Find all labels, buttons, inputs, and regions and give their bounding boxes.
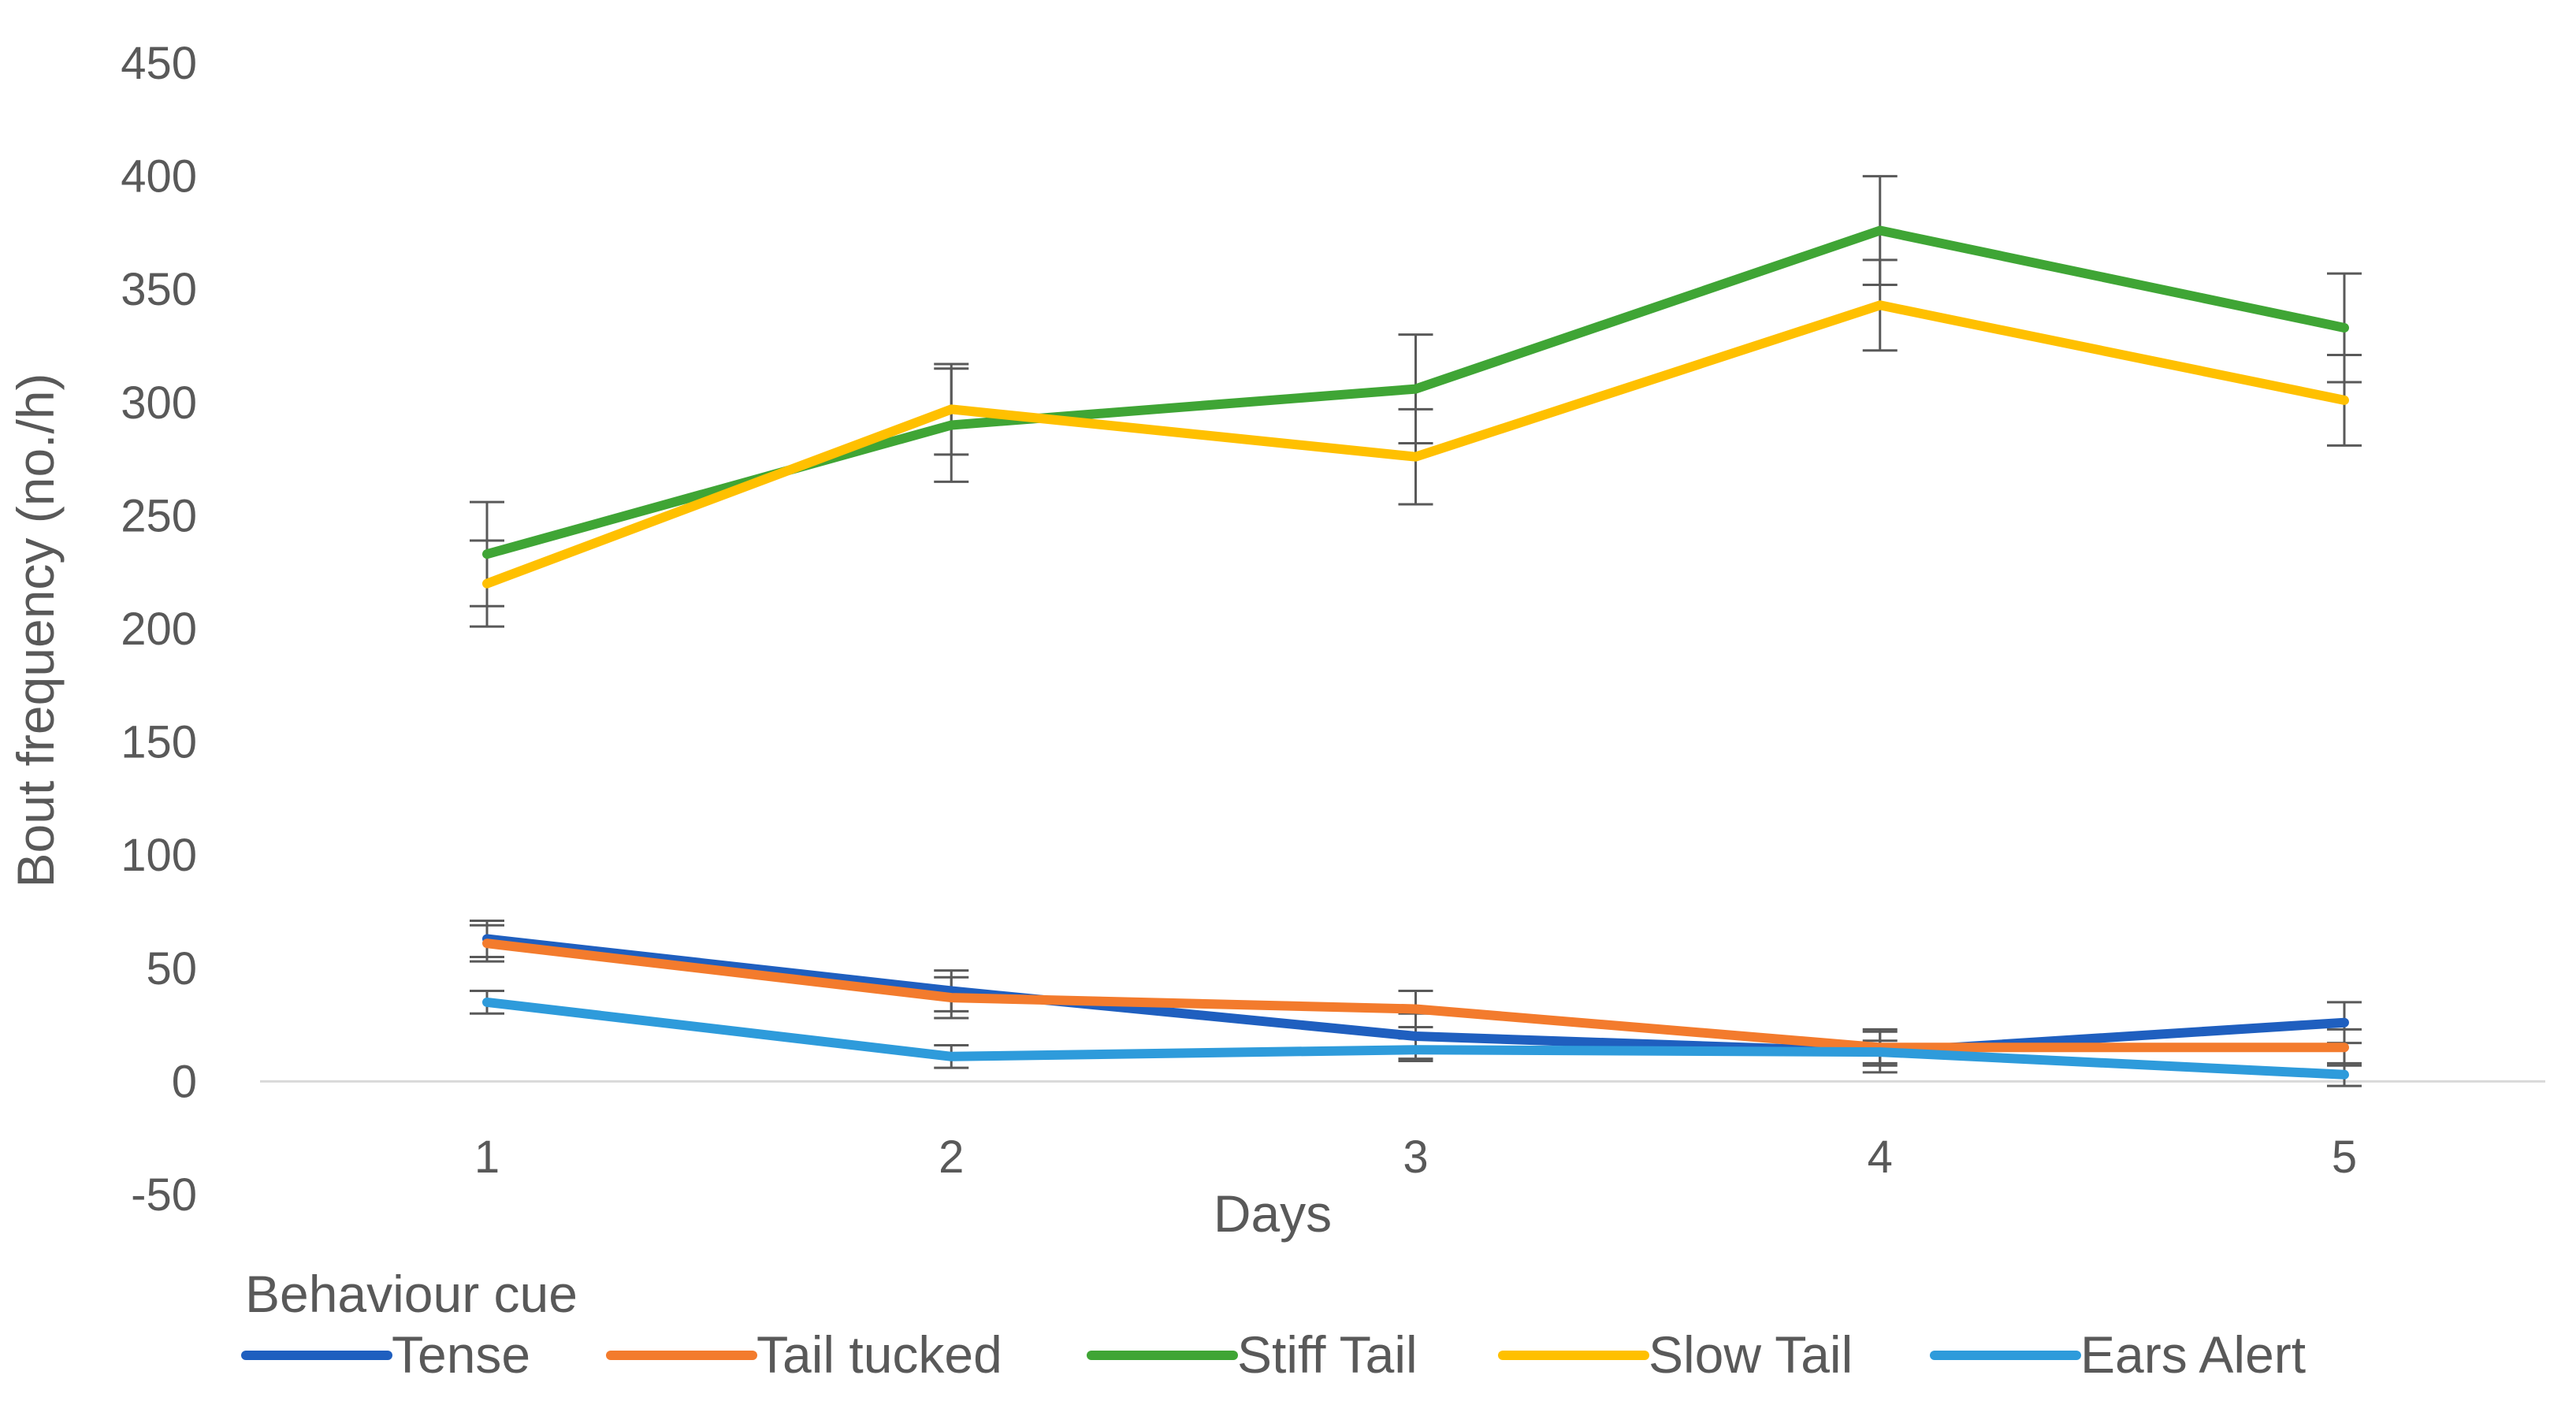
x-tick-label: 2	[939, 1132, 964, 1183]
legend: Behaviour cue Tense Tail tucked Stiff Tail…	[241, 1265, 2306, 1384]
legend-item-tense: Tense	[241, 1325, 530, 1384]
series-line-ears-alert	[482, 997, 2349, 1080]
x-tick-label: 3	[1403, 1132, 1428, 1183]
y-axis-title: Bout frequency (no./h)	[6, 373, 65, 887]
series-line-slow-tail	[482, 300, 2349, 589]
legend-item-slow-tail: Slow Tail	[1498, 1325, 1853, 1384]
x-tick-label: 4	[1868, 1132, 1893, 1183]
legend-label: Tense	[392, 1325, 530, 1384]
y-tick-label: 250	[121, 490, 197, 541]
series-lines	[482, 225, 2349, 1080]
error-bars	[470, 175, 2362, 1087]
series-line-tail-tucked	[482, 938, 2349, 1053]
x-tick-label: 5	[2332, 1132, 2357, 1183]
y-tick-label: 350	[121, 264, 197, 315]
x-axis-ticks: 1 2 3 4 5	[474, 1132, 2357, 1183]
legend-item-tail-tucked: Tail tucked	[606, 1325, 1002, 1384]
y-tick-label: 50	[146, 943, 197, 994]
series-line-stiff-tail	[482, 225, 2349, 559]
legend-item-ears-alert: Ears Alert	[1930, 1325, 2306, 1384]
y-tick-label: 400	[121, 151, 197, 203]
y-tick-label: 150	[121, 717, 197, 768]
y-tick-label: 200	[121, 604, 197, 655]
y-tick-label: 100	[121, 830, 197, 881]
y-tick-label: 0	[172, 1056, 197, 1107]
y-axis-ticks: -50 0 50 100 150 200 250 300 350 400 450	[121, 38, 197, 1221]
legend-title: Behaviour cue	[245, 1265, 578, 1323]
legend-label: Slow Tail	[1649, 1325, 1853, 1384]
series-line-tense	[482, 934, 2349, 1057]
y-tick-label: 450	[121, 38, 197, 89]
x-tick-label: 1	[474, 1132, 500, 1183]
y-tick-label: -50	[131, 1169, 197, 1221]
legend-item-stiff-tail: Stiff Tail	[1087, 1325, 1418, 1384]
y-tick-label: 300	[121, 377, 197, 429]
legend-label: Tail tucked	[756, 1325, 1002, 1384]
x-axis-title: Days	[1214, 1184, 1332, 1243]
legend-label: Ears Alert	[2080, 1325, 2306, 1384]
legend-label: Stiff Tail	[1237, 1325, 1418, 1384]
